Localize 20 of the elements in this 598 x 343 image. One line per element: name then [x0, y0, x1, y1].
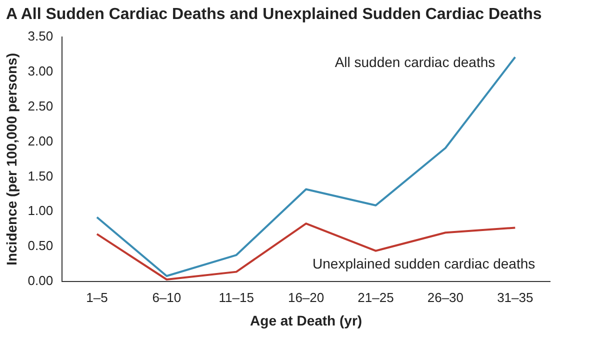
y-tick-label: 3.00 [28, 63, 54, 78]
x-tick-label: 21–25 [358, 290, 394, 305]
y-tick-label: 3.50 [28, 28, 54, 44]
chart-title: A All Sudden Cardiac Deaths and Unexplained Sudden Cardiac Deaths [5, 5, 543, 25]
x-axis-title: Age at Death (yr) [250, 312, 362, 328]
x-tick-label: 11–15 [218, 290, 254, 305]
series-label: Unexplained sudden cardiac deaths [312, 256, 536, 272]
x-tick-label: 26–30 [427, 290, 464, 305]
y-axis-title: Incidence (per 100,000 persons) [3, 52, 20, 266]
x-tick-label: 16–20 [288, 290, 324, 305]
y-tick-label: 2.50 [28, 98, 54, 114]
y-tick-label: 2.00 [28, 133, 54, 148]
y-tick-label: 1.50 [28, 168, 54, 184]
x-tick-label: 31–35 [497, 290, 534, 305]
y-tick-label: 0.50 [28, 238, 54, 254]
series-label: All sudden cardiac deaths [334, 54, 496, 70]
x-tick-label: 1–5 [86, 290, 108, 305]
y-tick-label: 0.00 [28, 273, 54, 288]
y-tick-label: 1.00 [28, 203, 54, 218]
x-tick-label: 6–10 [152, 290, 182, 305]
